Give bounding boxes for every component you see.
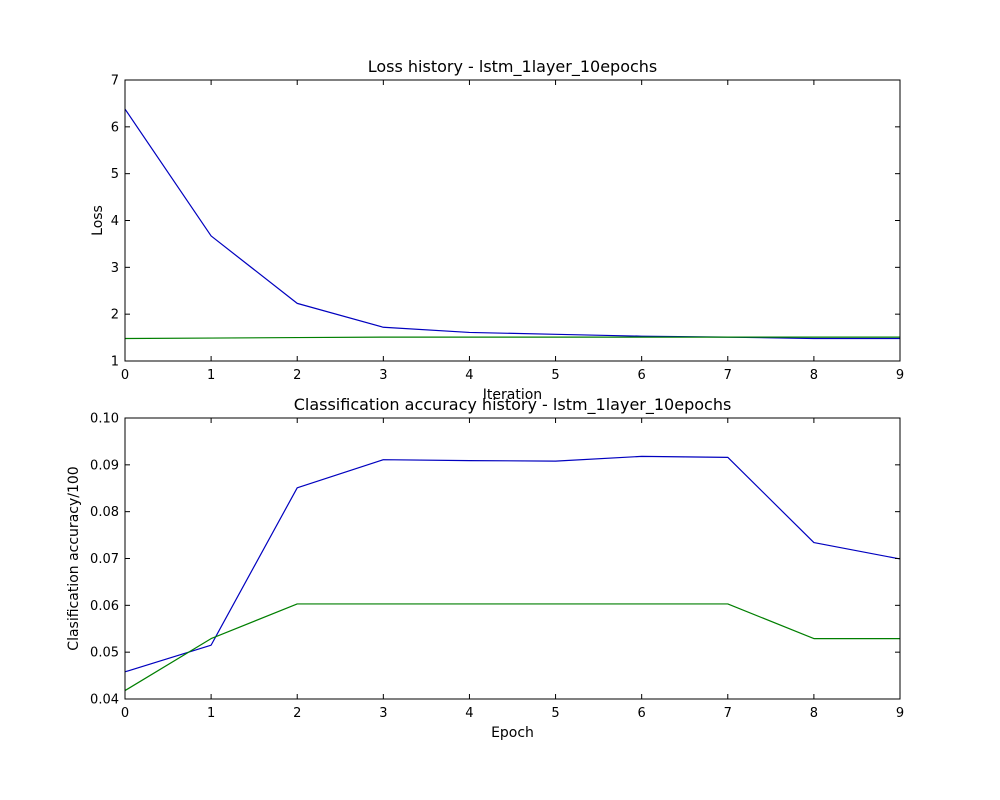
- loss-y-tick-label: 2: [111, 308, 119, 323]
- accuracy-series-1-line: [124, 603, 900, 692]
- loss-chart-title: Loss history - lstm_1layer_10epochs: [368, 57, 658, 77]
- accuracy-y-tick-label: 0.07: [90, 552, 119, 567]
- loss-x-tick-label: 9: [896, 368, 904, 383]
- loss-x-tick-label: 3: [379, 368, 387, 383]
- loss-y-tick-label: 7: [111, 74, 119, 89]
- accuracy-x-tick-label: 9: [896, 706, 904, 721]
- loss-series-1-line: [124, 336, 900, 340]
- loss-y-axis-label: Loss: [90, 205, 106, 236]
- accuracy-x-tick-label: 5: [551, 706, 559, 721]
- loss-x-tick-label: 2: [293, 368, 301, 383]
- accuracy-x-tick-label: 6: [638, 706, 646, 721]
- accuracy-x-tick-label: 7: [724, 706, 732, 721]
- loss-x-tick-label: 8: [810, 368, 818, 383]
- accuracy-x-tick-label: 4: [465, 706, 473, 721]
- accuracy-y-tick-label: 0.10: [90, 412, 119, 427]
- loss-y-tick-label: 5: [111, 167, 119, 182]
- accuracy-y-tick-label: 0.06: [90, 599, 119, 614]
- accuracy-x-axis-label: Epoch: [491, 725, 534, 741]
- loss-x-tick-label: 7: [724, 368, 732, 383]
- accuracy-series-0-line: [124, 455, 901, 673]
- loss-y-tick-label: 1: [111, 355, 119, 370]
- loss-y-tick-label: 6: [111, 120, 119, 135]
- accuracy-y-tick-label: 0.05: [90, 646, 119, 661]
- accuracy-y-tick-label: 0.04: [90, 693, 119, 708]
- accuracy-x-tick-label: 8: [810, 706, 818, 721]
- accuracy-x-tick-label: 0: [121, 706, 129, 721]
- loss-x-tick-label: 6: [638, 368, 646, 383]
- loss-x-tick-label: 0: [121, 368, 129, 383]
- accuracy-history-chart: 0 1 2 3 4 5 6 7 8 9 0.04 0.05 0.06 0.07 0.08 0.09 0.10 Cl…: [66, 395, 904, 741]
- accuracy-y-tick-label: 0.09: [90, 458, 119, 473]
- accuracy-x-tick-label: 2: [293, 706, 301, 721]
- loss-x-tick-label: 5: [551, 368, 559, 383]
- accuracy-y-axis-label: Clasification accuracy/100: [66, 466, 82, 650]
- accuracy-x-tick-label: 1: [207, 706, 215, 721]
- loss-x-tick-label: 1: [207, 368, 215, 383]
- accuracy-chart-title: Classification accuracy history - lstm_1…: [294, 395, 732, 415]
- loss-x-tick-label: 4: [465, 368, 473, 383]
- loss-y-tick-label: 3: [111, 261, 119, 276]
- loss-x-axis-label: Iteration: [483, 387, 542, 403]
- loss-series-0-line: [124, 108, 900, 340]
- loss-y-tick-label: 4: [111, 214, 119, 229]
- accuracy-y-tick-label: 0.08: [90, 505, 119, 520]
- accuracy-x-tick-label: 3: [379, 706, 387, 721]
